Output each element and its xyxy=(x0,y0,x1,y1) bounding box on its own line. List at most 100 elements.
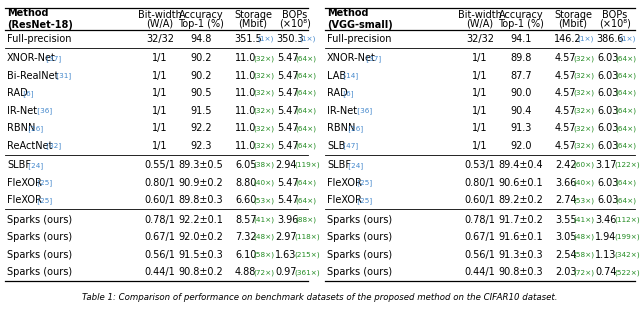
Text: 6.60: 6.60 xyxy=(235,195,257,205)
Text: 0.44/1: 0.44/1 xyxy=(145,267,175,277)
Text: 2.42: 2.42 xyxy=(555,160,577,170)
Text: 89.4±0.4: 89.4±0.4 xyxy=(499,160,543,170)
Text: 4.57: 4.57 xyxy=(555,71,577,81)
Text: 2.94: 2.94 xyxy=(275,160,297,170)
Text: (1×): (1×) xyxy=(620,35,636,42)
Text: (Mbit): (Mbit) xyxy=(559,19,588,29)
Text: 32/32: 32/32 xyxy=(466,34,494,44)
Text: Storage: Storage xyxy=(554,10,592,20)
Text: (32×): (32×) xyxy=(253,90,275,97)
Text: XNOR-Net: XNOR-Net xyxy=(7,53,56,63)
Text: (118×): (118×) xyxy=(294,234,319,241)
Text: 0.67/1: 0.67/1 xyxy=(145,232,175,242)
Text: SLBF: SLBF xyxy=(7,160,31,170)
Text: [24]: [24] xyxy=(346,162,363,168)
Text: 3.66: 3.66 xyxy=(555,178,577,188)
Text: 1/1: 1/1 xyxy=(152,88,168,98)
Text: (32×): (32×) xyxy=(573,55,595,62)
Text: Sparks (ours): Sparks (ours) xyxy=(7,267,72,277)
Text: 11.0: 11.0 xyxy=(235,53,257,63)
Text: [25]: [25] xyxy=(355,197,372,204)
Text: 4.57: 4.57 xyxy=(555,123,577,133)
Text: 1/1: 1/1 xyxy=(472,88,488,98)
Text: 91.5: 91.5 xyxy=(190,106,212,116)
Text: (32×): (32×) xyxy=(573,90,595,97)
Text: Top-1 (%): Top-1 (%) xyxy=(178,19,224,29)
Text: (112×): (112×) xyxy=(614,216,639,223)
Text: 11.0: 11.0 xyxy=(235,106,257,116)
Text: LAB: LAB xyxy=(327,71,346,81)
Text: (32×): (32×) xyxy=(253,55,275,62)
Text: 0.80/1: 0.80/1 xyxy=(145,178,175,188)
Text: 90.5: 90.5 xyxy=(190,88,212,98)
Text: 2.74: 2.74 xyxy=(555,195,577,205)
Text: (64×): (64×) xyxy=(616,72,637,79)
Text: (40×): (40×) xyxy=(253,179,275,186)
Text: Bit-width: Bit-width xyxy=(458,10,502,20)
Text: 92.0: 92.0 xyxy=(510,141,532,151)
Text: 1/1: 1/1 xyxy=(472,71,488,81)
Text: RAD: RAD xyxy=(327,88,348,98)
Text: (32×): (32×) xyxy=(573,72,595,79)
Text: [26]: [26] xyxy=(346,125,363,132)
Text: (64×): (64×) xyxy=(616,90,637,97)
Text: RBNN: RBNN xyxy=(327,123,355,133)
Text: (32×): (32×) xyxy=(253,72,275,79)
Text: 1.94: 1.94 xyxy=(595,232,617,242)
Text: BOPs: BOPs xyxy=(282,10,308,20)
Text: 6.03: 6.03 xyxy=(597,106,618,116)
Text: (64×): (64×) xyxy=(296,143,317,149)
Text: 351.5: 351.5 xyxy=(234,34,262,44)
Text: (64×): (64×) xyxy=(296,179,317,186)
Text: RBNN: RBNN xyxy=(7,123,35,133)
Text: (522×): (522×) xyxy=(614,269,639,275)
Text: (58×): (58×) xyxy=(253,252,275,258)
Text: 1/1: 1/1 xyxy=(472,141,488,151)
Text: Sparks (ours): Sparks (ours) xyxy=(7,250,72,260)
Text: 92.2±0.1: 92.2±0.1 xyxy=(179,215,223,225)
Text: 0.55/1: 0.55/1 xyxy=(145,160,175,170)
Text: 90.8±0.2: 90.8±0.2 xyxy=(179,267,223,277)
Text: (64×): (64×) xyxy=(296,197,317,204)
Text: 89.8±0.3: 89.8±0.3 xyxy=(179,195,223,205)
Text: (361×): (361×) xyxy=(294,269,319,275)
Text: (32×): (32×) xyxy=(573,143,595,149)
Text: 0.44/1: 0.44/1 xyxy=(465,267,495,277)
Text: 8.57: 8.57 xyxy=(235,215,257,225)
Text: 2.54: 2.54 xyxy=(555,250,577,260)
Text: (32×): (32×) xyxy=(253,143,275,149)
Text: 0.97: 0.97 xyxy=(275,267,297,277)
Text: (64×): (64×) xyxy=(616,143,637,149)
Text: 5.47: 5.47 xyxy=(277,106,299,116)
Text: [26]: [26] xyxy=(26,125,43,132)
Text: 0.56/1: 0.56/1 xyxy=(145,250,175,260)
Text: 7.32: 7.32 xyxy=(235,232,257,242)
Text: [25]: [25] xyxy=(35,179,52,186)
Text: 1/1: 1/1 xyxy=(152,71,168,81)
Text: 5.47: 5.47 xyxy=(277,88,299,98)
Text: 1/1: 1/1 xyxy=(152,141,168,151)
Text: Bit-width: Bit-width xyxy=(138,10,182,20)
Text: BOPs: BOPs xyxy=(602,10,628,20)
Text: 350.3: 350.3 xyxy=(276,34,304,44)
Text: 2.03: 2.03 xyxy=(555,267,577,277)
Text: RAD: RAD xyxy=(7,88,28,98)
Text: [47]: [47] xyxy=(341,142,358,149)
Text: (64×): (64×) xyxy=(616,197,637,204)
Text: [25]: [25] xyxy=(355,179,372,186)
Text: (53×): (53×) xyxy=(253,197,275,204)
Text: (64×): (64×) xyxy=(616,125,637,131)
Text: 5.47: 5.47 xyxy=(277,53,299,63)
Text: 3.46: 3.46 xyxy=(595,215,617,225)
Text: 90.0: 90.0 xyxy=(510,88,532,98)
Text: [37]: [37] xyxy=(44,55,61,62)
Text: (64×): (64×) xyxy=(296,125,317,131)
Text: 90.6±0.1: 90.6±0.1 xyxy=(499,178,543,188)
Text: 6.03: 6.03 xyxy=(597,195,618,205)
Text: 4.57: 4.57 xyxy=(555,53,577,63)
Text: (41×): (41×) xyxy=(573,216,595,223)
Text: [31]: [31] xyxy=(54,72,71,79)
Text: SLBF: SLBF xyxy=(327,160,351,170)
Text: 5.47: 5.47 xyxy=(277,71,299,81)
Text: Method
(VGG-small): Method (VGG-small) xyxy=(327,8,393,30)
